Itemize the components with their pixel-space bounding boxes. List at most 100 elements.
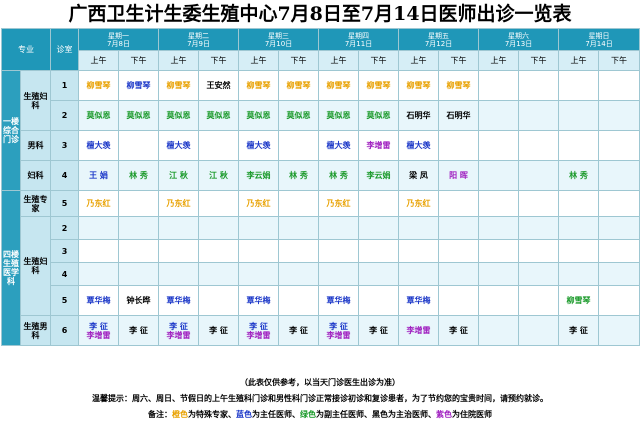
doctor-name: 林 秀	[289, 171, 308, 180]
doctor-cell	[278, 239, 320, 263]
doctor-cell	[278, 262, 320, 286]
doctor-cell: 柳雪琴	[358, 70, 400, 101]
pm-header: 下午	[198, 50, 240, 71]
doctor-cell	[278, 130, 320, 161]
doctor-name: 柳雪琴	[246, 81, 271, 90]
doctor-cell: 檀大羡	[318, 130, 360, 161]
doctor-name: 钟长晔	[126, 296, 151, 305]
dept-label: 男科	[20, 130, 51, 161]
doctor-cell: 林 秀	[558, 160, 600, 191]
doctor-cell: 覃华梅	[318, 285, 360, 316]
doctor-name: 檀大羡	[246, 141, 271, 150]
doctor-name: 乃东红	[326, 199, 351, 208]
doctor-name: 覃华梅	[246, 296, 271, 305]
doctor-cell: 莫似恩	[278, 100, 320, 131]
doctor-cell: 乃东红	[238, 190, 280, 217]
doctor-cell: 柳雪琴	[318, 70, 360, 101]
doctor-cell	[358, 190, 400, 217]
doctor-cell	[398, 262, 440, 286]
doctor-name: 柳雪琴	[86, 81, 111, 90]
doctor-name: 覃华梅	[326, 296, 351, 305]
doctor-name: 李 征	[449, 326, 468, 335]
doctor-cell: 乃东红	[398, 190, 440, 217]
doctor-name: 李增雷	[86, 330, 111, 340]
doctor-cell: 乃东红	[78, 190, 119, 217]
doctor-name: 李 征	[129, 326, 148, 335]
doctor-cell	[518, 262, 560, 286]
doctor-name: 乃东红	[166, 199, 191, 208]
schedule-table: 专业 诊室 星期一 7月8日 星期二 7月9日 星期三 7月10日 星期四 7月11日 星期五 7月1…	[1, 28, 640, 346]
room-number: 3	[50, 130, 79, 161]
doctor-cell: 李云娟	[358, 160, 400, 191]
doctor-name: 李 征	[569, 326, 588, 335]
doctor-cell: 莫似恩	[158, 100, 200, 131]
doctor-cell: 石明华	[398, 100, 440, 131]
dept-label: 生殖专家	[20, 190, 51, 217]
doctor-cell	[78, 216, 119, 240]
pm-header: 下午	[358, 50, 400, 71]
day-name: 星期二	[188, 31, 210, 40]
doctor-cell	[358, 216, 400, 240]
doctor-cell: 江 秋	[198, 160, 240, 191]
doctor-cell: 李 征李增雷	[158, 315, 200, 346]
day-date: 7月14日	[585, 39, 613, 48]
doctor-cell: 莫似恩	[358, 100, 400, 131]
room-number: 5	[50, 190, 79, 217]
doctor-cell: 莫似恩	[78, 100, 119, 131]
doctor-cell: 乃东红	[318, 190, 360, 217]
pm-header: 下午	[278, 50, 320, 71]
room-number: 3	[50, 239, 79, 263]
doctor-cell	[558, 239, 600, 263]
day-name: 星期一	[108, 31, 129, 40]
doctor-name: 柳雪琴	[366, 81, 391, 90]
doctor-cell: 钟长晔	[117, 285, 160, 316]
doctor-cell: 梁 凤	[398, 160, 440, 191]
doctor-cell	[318, 216, 360, 240]
doctor-cell	[478, 70, 520, 101]
day-date: 7月10日	[264, 39, 293, 48]
pm-header: 下午	[438, 50, 480, 71]
table-row: 2 莫似恩 莫似恩 莫似恩 莫似恩 莫似恩 莫似恩 莫似恩 莫似恩 石明华 石明华	[2, 100, 640, 131]
table-row: 5 覃华梅 钟长晔 覃华梅 覃华梅 覃华梅 覃华梅 柳雪琴	[2, 285, 640, 316]
doctor-name: 李增雷	[326, 330, 351, 340]
doctor-cell: 李云娟	[238, 160, 280, 191]
section-label: 四楼生殖医学科	[1, 190, 21, 346]
legend-prefix: 备注：	[148, 410, 172, 419]
room-number: 4	[50, 160, 79, 191]
table-row: 4	[2, 262, 640, 286]
legend-color: 蓝色	[236, 410, 252, 419]
doctor-cell: 乃东红	[158, 190, 200, 217]
color-legend: 备注：橙色为特殊专家、蓝色为主任医师、绿色为副主任医师、黑色为主治医师、紫色为住…	[0, 408, 640, 422]
doctor-name: 莫似恩	[286, 111, 311, 120]
doctor-cell	[117, 216, 160, 240]
doctor-cell: 柳雪琴	[558, 285, 600, 316]
day-date: 7月11日	[344, 39, 373, 48]
doctor-cell	[318, 262, 360, 286]
doctor-name: 檀大羡	[406, 141, 431, 150]
doctor-name: 莫似恩	[126, 111, 151, 120]
doctor-cell	[117, 130, 160, 161]
table-row: 四楼生殖医学科 生殖专家 5 乃东红 乃东红 乃东红 乃东红 乃东红	[1, 190, 640, 346]
day-name: 星期三	[268, 31, 290, 40]
doctor-cell: 柳雪琴	[398, 70, 440, 101]
doctor-cell	[598, 160, 640, 191]
doctor-name: 莫似恩	[246, 111, 271, 120]
doctor-cell	[438, 262, 480, 286]
day-header: 星期六 7月13日	[478, 28, 560, 51]
legend-color: 紫色	[436, 410, 452, 419]
doctor-name: 乃东红	[86, 199, 111, 208]
doctor-cell	[518, 239, 560, 263]
doctor-cell: 李 征	[438, 315, 480, 346]
doctor-name: 林 秀	[129, 171, 148, 180]
doctor-name: 柳雪琴	[126, 81, 151, 90]
doctor-cell	[558, 190, 600, 217]
doctor-name: 李 征	[169, 321, 188, 331]
doctor-cell: 江 秋	[158, 160, 200, 191]
doctor-cell	[438, 190, 480, 217]
doctor-cell: 李 征李增雷	[318, 315, 360, 346]
doctor-cell	[78, 262, 119, 286]
doctor-cell	[278, 285, 320, 316]
dept-label: 妇科	[20, 160, 51, 191]
legend-color: 绿色	[300, 410, 316, 419]
